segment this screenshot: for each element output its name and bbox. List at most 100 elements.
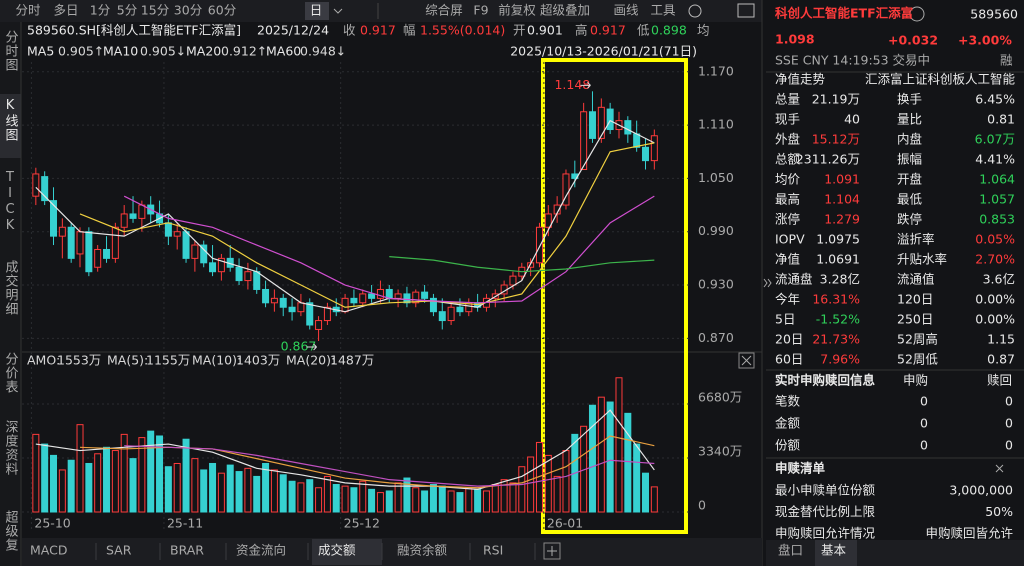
period-tab[interactable]: 分时 — [15, 3, 41, 18]
row-label: 总额 — [775, 152, 801, 167]
volume-bar — [650, 486, 658, 513]
side-tab[interactable]: 深度资料 — [3, 420, 19, 476]
period-tab[interactable]: 日 — [310, 3, 323, 18]
volume-bar — [191, 458, 199, 513]
tool-button[interactable]: 超级叠加 — [540, 3, 590, 18]
row-value: 1.279 — [824, 212, 860, 227]
row-value: 申购赎回皆允许 — [925, 526, 1013, 541]
row-label: 现金替代比例上限 — [775, 504, 876, 519]
candle-body — [111, 226, 119, 259]
candle-body — [624, 120, 632, 135]
period-tab[interactable]: 1分 — [90, 3, 110, 18]
panel-tab[interactable]: 基本 — [821, 543, 847, 558]
volume-bar — [138, 437, 146, 513]
side-tab[interactable]: 分价表 — [3, 352, 19, 394]
close-icon[interactable] — [995, 464, 1004, 473]
row-label: 均价 — [775, 172, 801, 187]
candle-body — [650, 135, 658, 162]
volume-bar — [332, 484, 340, 513]
panel-tab[interactable]: 盘口 — [778, 543, 803, 558]
candle-body — [385, 288, 393, 299]
row-value: -1.52% — [816, 312, 860, 327]
tool-button[interactable]: 画线 — [613, 3, 639, 18]
bottom-tab[interactable]: MACD — [30, 543, 67, 558]
volume-bar — [597, 396, 605, 513]
candle-body — [588, 111, 596, 139]
side-tab[interactable]: TICK — [3, 170, 18, 234]
volume-bar — [226, 464, 234, 513]
side-tab[interactable]: 成交明细 — [3, 260, 19, 316]
row-value: 1.091 — [824, 172, 860, 187]
section-title: 申赎清单 — [775, 461, 826, 476]
tool-button[interactable]: 前复权 — [498, 3, 536, 18]
settings-icon[interactable] — [688, 4, 702, 18]
candle-body — [262, 288, 270, 304]
candle-body — [297, 302, 305, 313]
info-icon[interactable] — [909, 6, 925, 22]
tool-button[interactable]: 工具 — [650, 3, 676, 18]
tool-button[interactable]: 综合屏 — [425, 3, 463, 18]
nav-link[interactable]: 净值走势 — [775, 72, 826, 87]
side-tab[interactable]: K线图 — [3, 98, 19, 142]
period-tab[interactable]: 5分 — [117, 3, 137, 18]
row-label: 今年 — [775, 292, 800, 307]
row-value: 0 — [920, 416, 928, 431]
volume-bar — [32, 433, 40, 513]
candle-body — [633, 133, 641, 148]
bottom-tab[interactable]: 成交额 — [318, 543, 356, 558]
volume-bar — [58, 469, 66, 513]
bottom-tab[interactable]: 融资余额 — [397, 543, 448, 558]
candle-body — [76, 231, 84, 255]
range-label: 2025/10/13-2026/01/21(71日) — [510, 44, 697, 59]
fund-code: 589560 — [970, 7, 1018, 22]
volume-bar — [412, 487, 420, 513]
bottom-tab[interactable]: 资金流向 — [236, 543, 286, 558]
period-tab[interactable]: 多日 — [53, 3, 78, 18]
volume-bar — [544, 454, 552, 513]
row-value: 0 — [1005, 416, 1013, 431]
candle-body — [562, 173, 570, 206]
row-value: 2311.26万 — [796, 152, 860, 167]
row-value: 21.73% — [812, 332, 860, 347]
bottom-tab[interactable]: RSI — [483, 543, 503, 558]
info-text: 均 — [697, 23, 710, 38]
period-tab[interactable]: 15分 — [141, 3, 169, 18]
bottom-tab[interactable]: BRAR — [170, 543, 204, 558]
candle-body — [191, 244, 199, 259]
volume-bar — [306, 479, 314, 513]
legend-name: AMO: — [27, 353, 60, 368]
row-label: 跌停 — [897, 212, 922, 227]
bottom-tab-active — [312, 539, 382, 565]
dropdown-icon[interactable] — [333, 8, 343, 14]
wp-icon[interactable] — [737, 3, 755, 18]
toolbar — [0, 0, 762, 22]
close-panel[interactable] — [738, 352, 755, 369]
tool-button[interactable]: F9 — [473, 3, 488, 18]
volume-bar — [182, 438, 190, 513]
row-label: 60日 — [775, 352, 803, 367]
bottom-tab[interactable]: SAR — [106, 543, 132, 558]
legend-value: 0.905↑ — [58, 44, 104, 59]
candle-body — [421, 291, 429, 299]
col-head: 申购 — [903, 373, 928, 388]
row-value: 1.064 — [979, 172, 1015, 187]
volume-bar — [253, 475, 261, 513]
y-tick-label: 0.930 — [698, 277, 734, 292]
expand-icon[interactable] — [763, 278, 772, 288]
period-tab[interactable]: 60分 — [208, 3, 236, 18]
row-value: 50% — [985, 504, 1013, 519]
volume-bar — [85, 462, 93, 513]
candle-body — [438, 311, 446, 322]
volume-bar — [129, 458, 137, 513]
volume-bar — [394, 482, 402, 513]
candle-body — [509, 275, 517, 286]
info-text: 收 — [343, 23, 356, 38]
volume-bar — [385, 490, 393, 513]
add-tab[interactable] — [543, 542, 561, 560]
row-value: 1.15 — [987, 332, 1015, 347]
row-value: 0.05% — [975, 232, 1015, 247]
side-tab[interactable]: 超级复 — [3, 510, 19, 552]
side-tab[interactable]: 分时图 — [3, 30, 19, 72]
candle-body — [535, 226, 543, 264]
period-tab[interactable]: 30分 — [174, 3, 202, 18]
